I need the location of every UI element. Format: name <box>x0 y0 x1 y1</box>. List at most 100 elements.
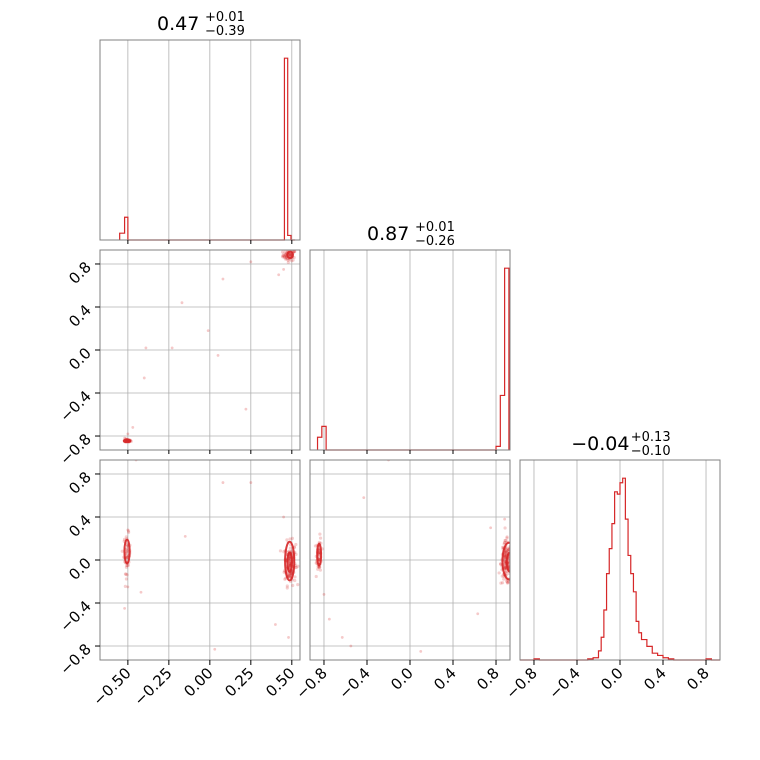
scatter-point <box>503 517 507 521</box>
histogram-param_0 <box>119 57 296 241</box>
title-minus: −0.10 <box>631 444 671 459</box>
scatter-point <box>504 569 509 574</box>
scatter-point <box>288 562 292 566</box>
scatter-point <box>144 346 148 350</box>
scatter-point <box>274 623 277 626</box>
scatter-point <box>497 571 501 575</box>
x-tick-label: 0.0 <box>387 664 417 694</box>
y-tick-label: 0.8 <box>65 258 95 288</box>
scatter-point <box>502 540 507 545</box>
scatter-point <box>314 574 318 579</box>
density-contour <box>501 541 510 581</box>
y-tick-label: 0.4 <box>65 301 95 331</box>
scatter-point <box>506 581 510 585</box>
scatter-point <box>507 547 510 551</box>
scatter-point <box>318 536 323 540</box>
scatter-point <box>294 542 298 547</box>
scatter-point <box>123 606 126 610</box>
scatter-point <box>142 376 146 380</box>
scatter-point <box>125 549 129 553</box>
scatter-point <box>123 584 127 588</box>
scatter-point <box>340 636 344 639</box>
x-tick-label: −0.8 <box>502 664 540 702</box>
density-contour <box>123 538 131 565</box>
scatter-point <box>288 253 292 257</box>
scatter-point <box>170 346 174 350</box>
scatter-point <box>221 277 225 281</box>
scatter-point <box>288 546 292 550</box>
scatter-point <box>249 481 253 484</box>
scatter-point <box>124 577 129 581</box>
scatter-point <box>287 575 291 579</box>
text-layer: 0.47 +0.01−0.390.87 +0.01−0.26−0.04 +0.13−0… <box>56 10 713 709</box>
x-tick-label: 0.0 <box>597 664 627 694</box>
x-tick-label: −0.8 <box>292 664 330 702</box>
scatter-point <box>287 575 292 579</box>
scatter-point <box>507 561 510 565</box>
scatter-point <box>124 565 129 569</box>
scatter-point <box>280 255 285 259</box>
scatter-point <box>507 547 510 552</box>
scatter-point <box>126 585 130 589</box>
scatter-point <box>288 561 292 566</box>
scatter-point <box>503 554 507 558</box>
scatter-point <box>505 536 509 540</box>
x-tick-label: 0.8 <box>473 664 503 694</box>
scatter-point <box>125 563 129 568</box>
scatter-point <box>281 253 285 258</box>
scatter-point <box>293 575 297 579</box>
scatter-point <box>126 563 131 567</box>
scatter-point <box>126 529 131 533</box>
scatter-point <box>213 647 217 651</box>
scatter-point <box>285 538 289 542</box>
scatter-point <box>505 550 509 554</box>
scatter-point <box>503 526 507 530</box>
title-plus: +0.01 <box>415 220 455 235</box>
scatter-point <box>291 258 295 262</box>
scatter-point <box>318 565 322 569</box>
scatter-point <box>124 535 128 539</box>
scatter-point <box>282 252 286 256</box>
title-plus: +0.13 <box>631 430 671 445</box>
density-contour <box>316 542 323 567</box>
density-contour <box>284 540 296 582</box>
scatter-point <box>504 570 508 574</box>
histogram-param_1 <box>316 267 510 451</box>
scatter-point <box>287 563 292 567</box>
scatter-point <box>283 577 287 581</box>
scatter-point <box>318 532 322 536</box>
scatter-point <box>290 536 295 540</box>
title-minus: −0.39 <box>205 24 245 39</box>
scatter-point <box>278 549 283 553</box>
scatter-point <box>288 559 292 564</box>
scatter-point <box>505 548 509 552</box>
frame-layer <box>95 39 721 665</box>
scatter-point <box>124 572 128 576</box>
scatter-point <box>131 426 135 429</box>
scatter-point <box>503 551 508 555</box>
scatter-point <box>505 579 509 583</box>
scatter-point <box>503 555 507 559</box>
y-tick-label: −0.4 <box>56 597 94 635</box>
scatter-panel-param_1-param_2 <box>313 460 510 653</box>
scatter-point <box>126 432 130 436</box>
y-tick-label: −0.4 <box>56 387 94 425</box>
panel-frame <box>99 39 301 241</box>
scatter-point <box>294 552 298 557</box>
scatter-point <box>503 538 507 543</box>
scatter-panel-param_0-param_2 <box>120 460 300 651</box>
scatter-point <box>292 250 296 253</box>
x-tick-label: 0.50 <box>262 664 298 700</box>
scatter-point <box>282 515 286 519</box>
scatter-point <box>505 549 509 553</box>
scatter-point <box>289 252 293 257</box>
scatter-point <box>125 563 129 568</box>
scatter-point <box>296 583 300 587</box>
scatter-point <box>290 259 294 263</box>
scatter-point <box>123 572 128 576</box>
scatter-point <box>183 534 187 538</box>
scatter-point <box>327 617 331 621</box>
scatter-point <box>282 267 286 271</box>
density-contour <box>505 551 510 573</box>
